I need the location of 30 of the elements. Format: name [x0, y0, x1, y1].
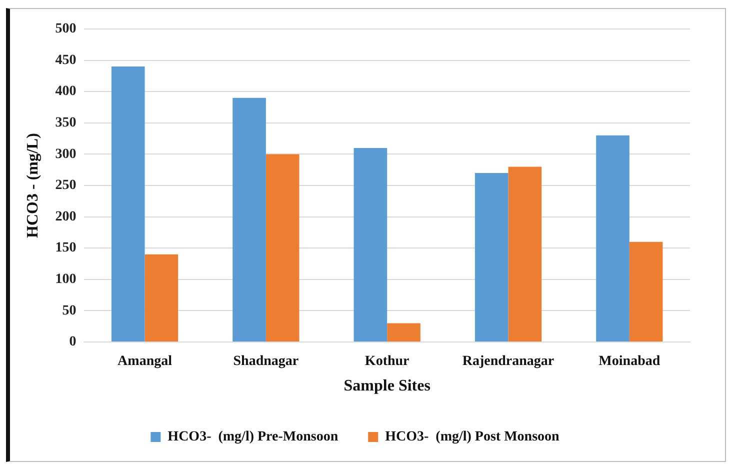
bar: [111, 66, 145, 342]
y-tick-label: 500: [55, 22, 76, 37]
y-tick-label: 400: [55, 84, 76, 100]
y-tick-label: 50: [62, 303, 76, 318]
legend-label: HCO3- (mg/l) Pre-Monsoon: [168, 430, 338, 445]
y-tick-label: 250: [55, 178, 76, 194]
y-axis-title: HCO3 - (mg/L): [24, 133, 42, 238]
bar: [629, 242, 663, 342]
x-tick-label: Rajendranagar: [462, 354, 554, 370]
y-tick-label: 300: [55, 146, 76, 162]
x-tick-label: Shadnagar: [233, 354, 299, 370]
y-tick-label: 0: [69, 334, 76, 350]
x-axis-title: Sample Sites: [344, 378, 430, 395]
bar: [354, 148, 388, 342]
y-tick-label: 200: [55, 209, 76, 224]
y-tick-label: 350: [55, 116, 76, 131]
y-tick-label: 450: [55, 52, 76, 68]
x-tick-label: Amangal: [118, 354, 172, 370]
bar: [508, 166, 542, 342]
y-tick-label: 100: [55, 272, 76, 288]
bar: [232, 98, 266, 342]
bar: [474, 172, 508, 342]
x-tick-label: Moinabad: [598, 354, 660, 370]
bar: [596, 135, 630, 342]
x-tick-label: Kothur: [364, 354, 410, 370]
bar: [387, 323, 420, 342]
legend-label: HCO3- (mg/l) Post Monsoon: [385, 430, 560, 445]
bar: [266, 154, 300, 342]
bar: [144, 254, 178, 342]
y-tick-label: 150: [55, 240, 76, 256]
